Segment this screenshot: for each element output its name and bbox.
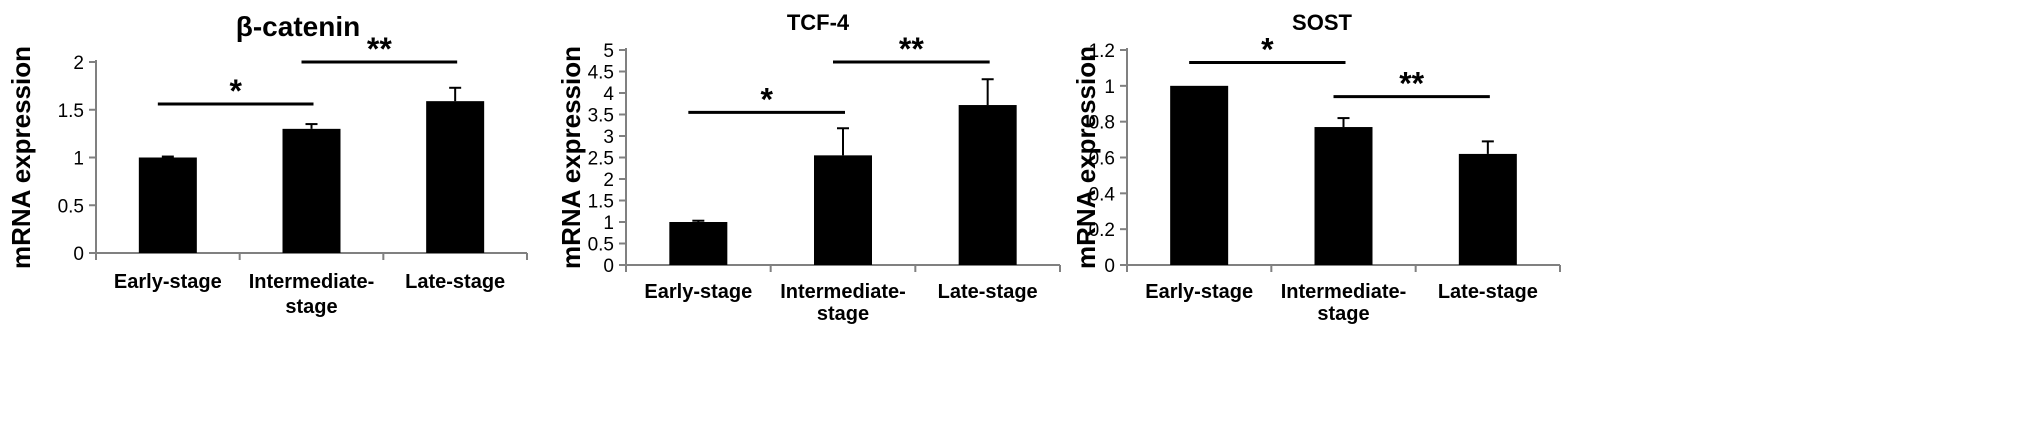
y-tick-label: 3.5 [588,106,614,127]
significance-label: ** [899,31,924,67]
x-tick-label: stage [285,296,337,318]
chart-title: TCF-4 [787,10,850,35]
chart-panel-2: TCF-4 mRNA expression 00.511.522.533.544.5… [556,10,1061,325]
significance-label: * [760,81,773,117]
y-tick-label: 2.5 [588,149,614,170]
chart-panel-3: SOST mRNA expression 0 0.2 0.4 0.6 0.8 1 1.2 Earl… [1071,10,1561,325]
y-tick-label: 1.2 [1089,41,1115,62]
y-tick-label: 0 [1104,256,1115,277]
y-tick-label: 0.2 [1089,220,1115,241]
y-tick-label: 1.5 [58,101,84,122]
bar [426,101,485,253]
chart-title: β-catenin [236,11,360,42]
y-axis-label: mRNA expression [1071,46,1101,269]
y-tick-label: 0 [603,256,614,277]
chart-panel-1: β-catenin mRNA expression 0 0.5 1 1.5 2 Early-s… [6,11,528,318]
y-tick-label: 0.6 [1089,149,1115,170]
significance-label: ** [1399,66,1424,102]
bar [138,157,197,253]
x-tick-label: Early-stage [1145,281,1253,303]
y-tick-label: 5 [603,41,614,62]
y-tick-label: 1 [73,149,84,170]
bar [1314,127,1373,266]
y-tick-label: 3 [603,127,614,148]
y-tick-label: 2 [73,53,84,74]
x-tick-label: Intermediate- [780,281,906,303]
y-tick-label: 4.5 [588,63,614,84]
y-tick-label: 0.8 [1089,113,1115,134]
y-tick-label: 4 [603,84,614,105]
bar [958,105,1017,265]
y-tick-label: 1 [603,213,614,234]
y-tick-label: 0.5 [588,235,614,256]
x-tick-label: stage [1317,303,1369,325]
x-tick-label: Late-stage [405,271,505,293]
x-tick-label: Late-stage [938,281,1038,303]
x-tick-label: Early-stage [114,271,222,293]
y-tick-label: 2 [603,170,614,191]
y-tick-label: 0 [73,244,84,265]
x-tick-label: Intermediate- [249,271,375,293]
bar [1458,153,1517,265]
bar [282,128,341,253]
y-tick-label: 1 [1104,77,1115,98]
y-axis-label: mRNA expression [6,46,36,269]
y-tick-label: 1.5 [588,192,614,213]
bar [1170,85,1229,265]
bar [814,155,872,265]
significance-label: ** [367,31,392,67]
bar [669,222,728,265]
y-tick-label: 0.5 [58,196,84,217]
significance-label: * [1261,32,1274,68]
y-axis-label: mRNA expression [556,46,586,269]
significance-label: * [229,73,242,109]
x-tick-label: stage [817,303,869,325]
x-tick-label: Late-stage [1438,281,1538,303]
x-tick-label: Intermediate- [1281,281,1407,303]
chart-title: SOST [1292,10,1352,35]
y-tick-label: 0.4 [1089,184,1116,205]
x-tick-label: Early-stage [644,281,752,303]
